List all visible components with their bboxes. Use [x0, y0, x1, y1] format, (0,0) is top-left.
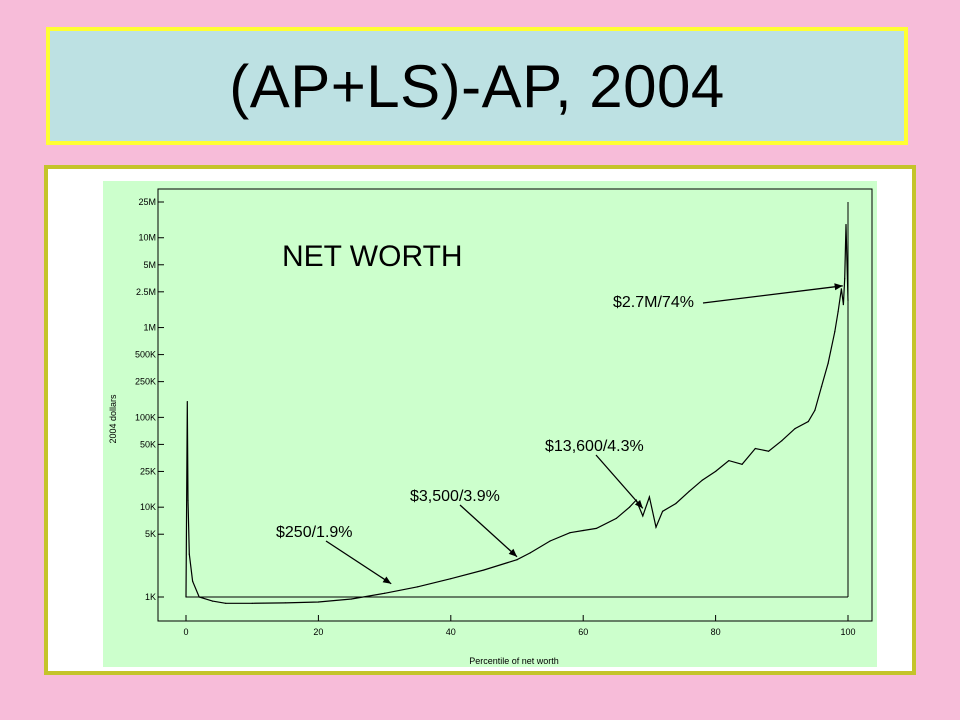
net-worth-line	[185, 224, 849, 604]
x-axis-label: Percentile of net worth	[469, 656, 559, 666]
data-point	[615, 517, 617, 520]
data-point	[417, 586, 419, 588]
data-point	[842, 304, 844, 306]
slide-title: (AP+LS)-AP, 2004	[229, 52, 725, 120]
data-point	[384, 592, 386, 594]
annotation-arrowhead	[834, 283, 843, 291]
data-point	[741, 463, 743, 465]
data-point	[767, 450, 770, 452]
data-point	[582, 529, 584, 532]
data-point	[781, 440, 783, 442]
data-point	[185, 596, 187, 598]
data-point	[595, 527, 598, 530]
y-tick-label: 25M	[138, 197, 156, 207]
annotation-arrow	[702, 285, 843, 304]
data-point	[834, 331, 836, 333]
data-point	[198, 596, 200, 598]
y-tick-label: 500K	[135, 350, 156, 360]
data-point	[529, 552, 531, 554]
annotation-arrow	[325, 540, 392, 585]
annotation-label: $3,500/3.9%	[410, 488, 500, 505]
data-point	[807, 420, 809, 423]
data-point	[192, 580, 194, 582]
annotation-arrowhead	[382, 576, 392, 584]
data-point	[840, 288, 842, 290]
figure-background	[103, 181, 877, 667]
x-tick-label: 0	[183, 627, 188, 637]
data-point	[847, 299, 849, 302]
y-tick-label: 25K	[140, 466, 156, 476]
data-point	[754, 447, 756, 450]
data-point	[628, 506, 631, 508]
y-tick-label: 250K	[135, 377, 156, 387]
chart-panel: 1K 5K 10K 25K 50K 100K 250K 500K 1M 2.5M 5M 10M 25M 0…	[44, 165, 916, 675]
annotation-arrow	[459, 504, 518, 558]
annotation-arrowhead	[634, 500, 643, 509]
y-tick-label: 2.5M	[136, 287, 156, 297]
y-tick-label: 1K	[145, 592, 156, 602]
data-point	[188, 553, 190, 555]
data-point	[569, 532, 571, 534]
data-point	[728, 460, 730, 462]
data-point	[211, 600, 214, 602]
data-point	[701, 479, 703, 481]
annotation-arrow	[595, 454, 644, 509]
data-point	[655, 526, 657, 528]
data-point	[688, 490, 690, 492]
annotation-label: $2.7M/74%	[613, 294, 694, 311]
x-tick-label: 60	[578, 627, 588, 637]
y-axis-label: 2004 dollars	[108, 394, 118, 444]
data-point	[251, 602, 253, 604]
data-point	[186, 400, 188, 403]
data-point	[827, 362, 829, 364]
data-point	[814, 409, 816, 411]
data-point	[225, 602, 227, 604]
data-point	[844, 278, 846, 280]
data-point	[794, 427, 796, 430]
data-point	[642, 515, 644, 517]
data-point	[516, 559, 518, 561]
data-point	[483, 569, 485, 571]
data-point	[284, 602, 286, 604]
data-point	[820, 386, 823, 388]
y-tick-label: 50K	[140, 439, 156, 449]
chart-title: NET WORTH	[282, 240, 463, 273]
data-point	[317, 601, 319, 603]
y-tick-label: 10K	[140, 502, 156, 512]
y-tick-label: 5K	[145, 529, 156, 539]
data-point	[648, 496, 651, 498]
data-point	[837, 311, 839, 313]
y-tick-label: 100K	[135, 412, 156, 422]
data-point	[450, 578, 452, 580]
data-point	[187, 499, 189, 501]
data-point	[715, 470, 717, 473]
annotation-label: $250/1.9%	[276, 524, 353, 541]
data-point	[549, 540, 551, 542]
annotation-arrowhead	[508, 548, 517, 557]
annotation-label: $13,600/4.3%	[545, 438, 644, 455]
x-tick-label: 20	[313, 627, 323, 637]
x-tick-label: 80	[711, 627, 721, 637]
y-tick-label: 5M	[143, 260, 156, 270]
data-point	[675, 502, 677, 505]
plot-frame	[157, 188, 873, 622]
chart-svg: 1K 5K 10K 25K 50K 100K 250K 500K 1M 2.5M 5M 10M 25M 0…	[103, 181, 877, 667]
data-point	[845, 224, 847, 226]
title-banner: (AP+LS)-AP, 2004	[46, 27, 908, 145]
data-point	[350, 598, 353, 600]
y-tick-label: 10M	[138, 233, 156, 243]
y-tick-label: 1M	[143, 323, 156, 333]
x-tick-label: 40	[446, 627, 456, 637]
data-point	[662, 510, 664, 512]
x-tick-label: 100	[840, 627, 855, 637]
